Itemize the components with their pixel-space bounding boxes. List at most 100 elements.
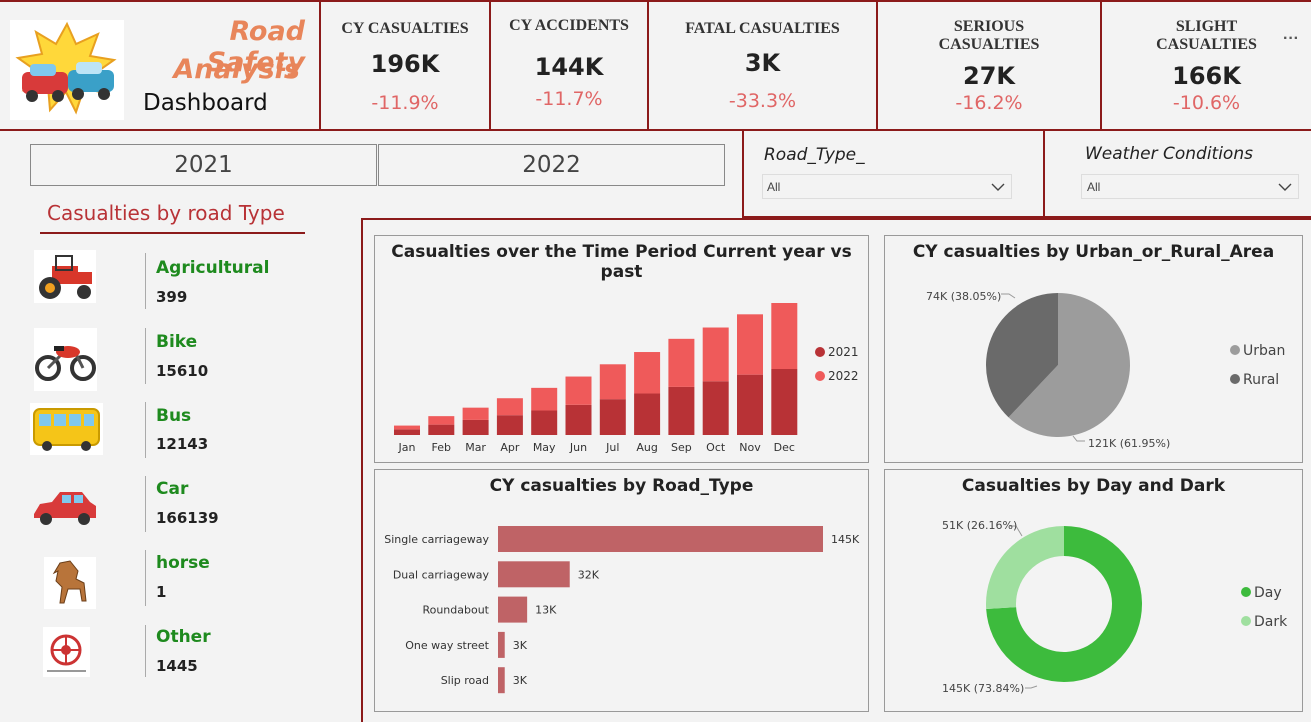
y-tick-label: One way street	[405, 639, 489, 652]
x-tick-label: Jan	[398, 441, 416, 454]
kpi-change: -33.3%	[728, 90, 797, 112]
road-type-list-title: Casualties by road Type	[47, 201, 285, 225]
chart-day-dark[interactable]: Casualties by Day and Dark 145K (73.84%)…	[884, 469, 1303, 712]
tractor-icon	[34, 250, 96, 303]
road-type-filter-label: Road_Type_	[764, 145, 865, 165]
x-tick-label: Mar	[465, 441, 486, 454]
horse-icon	[44, 557, 96, 609]
bar-2022-jul	[599, 364, 626, 400]
label-leader	[1001, 293, 1016, 299]
road-type-name: Bus	[156, 406, 192, 426]
bar-2021-mar	[462, 419, 489, 435]
x-tick-label: Aug	[636, 441, 657, 454]
motorbike-icon	[34, 328, 97, 391]
slice-label-dark: 51K (26.16%)	[942, 519, 1017, 532]
legend-label: Day	[1254, 585, 1282, 601]
x-tick-label: Apr	[500, 441, 520, 454]
y-tick-label: Dual carriageway	[393, 568, 490, 581]
x-tick-label: Sep	[671, 441, 692, 454]
chart-road-type[interactable]: CY casualties by Road_Type Single carria…	[374, 469, 869, 712]
data-label: 145K	[831, 533, 860, 546]
kpi-cy-accidents: CY ACCIDENTS 144K -11.7%	[491, 2, 649, 131]
data-label: 3K	[513, 639, 528, 652]
chart-title: CY casualties by Road_Type	[489, 476, 754, 496]
kpi-title: FATAL CASUALTIES	[685, 20, 840, 37]
chart-urban-rural[interactable]: CY casualties by Urban_or_Rural_Area 121…	[884, 235, 1303, 463]
other-vehicle-icon	[43, 627, 90, 677]
bar-2022-feb	[428, 416, 455, 425]
filter-divider	[1043, 131, 1045, 218]
kpi-change: -11.9%	[371, 92, 439, 114]
kpi-title-line1: SLIGHT	[1175, 18, 1238, 35]
year-label: 2021	[174, 152, 233, 178]
bar-one-way-street	[498, 631, 505, 658]
separator	[145, 476, 146, 532]
data-label: 3K	[513, 674, 528, 687]
kpi-slight-casualties: SLIGHT CASUALTIES 166K -10.6%	[1102, 2, 1311, 131]
chevron-down-icon	[1278, 183, 1292, 191]
road-type-value: 15610	[156, 362, 209, 380]
bar-2021-nov	[737, 374, 763, 435]
road-type-name: Agricultural	[156, 258, 270, 278]
more-options-icon[interactable]: ···	[1283, 30, 1299, 47]
x-tick-label: Jul	[605, 441, 619, 454]
kpi-cy-casualties: CY CASUALTIES 196K -11.9%	[319, 2, 491, 131]
weather-filter-label: Weather Conditions	[1085, 144, 1253, 164]
legend-label: Dark	[1254, 614, 1288, 630]
kpi-fatal-casualties: FATAL CASUALTIES 3K -33.3%	[649, 2, 878, 131]
separator	[145, 402, 146, 458]
separator	[145, 328, 146, 384]
bar-2022-mar	[462, 407, 489, 420]
legend-label: 2022	[828, 369, 859, 383]
bar-2021-jul	[599, 399, 626, 435]
bar-2021-apr	[496, 415, 523, 435]
bar-2021-jun	[565, 404, 592, 435]
road-type-dropdown[interactable]: All	[762, 174, 1012, 199]
year-button-2021[interactable]: 2021	[30, 144, 377, 186]
slice-label-day: 145K (73.84%)	[942, 682, 1024, 695]
bar-2022-oct	[702, 327, 729, 382]
bar-2021-jan	[394, 429, 420, 435]
header-bar: Road Safety Analysis Dashboard CY CASUAL…	[0, 0, 1311, 131]
road-type-name: horse	[156, 553, 210, 573]
donut-slice-day	[986, 526, 1142, 682]
x-tick-label: Dec	[774, 441, 795, 454]
y-tick-label: Slip road	[441, 674, 489, 687]
label-leader	[1072, 435, 1085, 442]
app-subtitle: Dashboard	[143, 90, 268, 116]
bar-roundabout	[498, 596, 528, 623]
legend-marker	[1241, 616, 1251, 626]
weather-dropdown[interactable]: All	[1081, 174, 1299, 199]
bar-2022-nov	[737, 314, 763, 375]
pie-slice-urban	[1008, 293, 1130, 437]
chart-monthly-casualties[interactable]: Casualties over the Time Period Current …	[374, 235, 869, 463]
title-underline	[40, 232, 305, 234]
app-title-line2: Analysis	[173, 54, 300, 85]
legend-marker	[815, 347, 825, 357]
bar-slip-road	[498, 667, 505, 694]
kpi-value: 27K	[963, 62, 1015, 90]
kpi-title: CY CASUALTIES	[341, 20, 469, 37]
app-title-line1: Road Safety	[206, 16, 305, 78]
separator	[145, 625, 146, 677]
charts-frame	[361, 218, 1311, 722]
bar-2021-oct	[702, 381, 729, 435]
separator	[145, 253, 146, 309]
bar-2021-dec	[771, 369, 798, 435]
bar-dual-carriageway	[498, 561, 570, 588]
kpi-value: 166K	[1172, 62, 1241, 90]
x-tick-label: Oct	[706, 441, 726, 454]
legend-label: Rural	[1243, 372, 1279, 388]
year-button-2022[interactable]: 2022	[378, 144, 725, 186]
road-type-value: 399	[156, 288, 188, 306]
filter-area-border	[742, 131, 1311, 218]
crash-icon	[15, 21, 117, 115]
chart-title: CY casualties by Urban_or_Rural_Area	[912, 242, 1275, 262]
separator	[145, 550, 146, 606]
pie-slice-rural	[986, 293, 1058, 418]
bar-single-carriageway	[498, 526, 823, 552]
chart-title: Casualties by Day and Dark	[961, 476, 1226, 496]
legend-marker	[1230, 345, 1240, 355]
x-tick-label: Feb	[432, 441, 451, 454]
legend-label: Urban	[1243, 343, 1285, 359]
